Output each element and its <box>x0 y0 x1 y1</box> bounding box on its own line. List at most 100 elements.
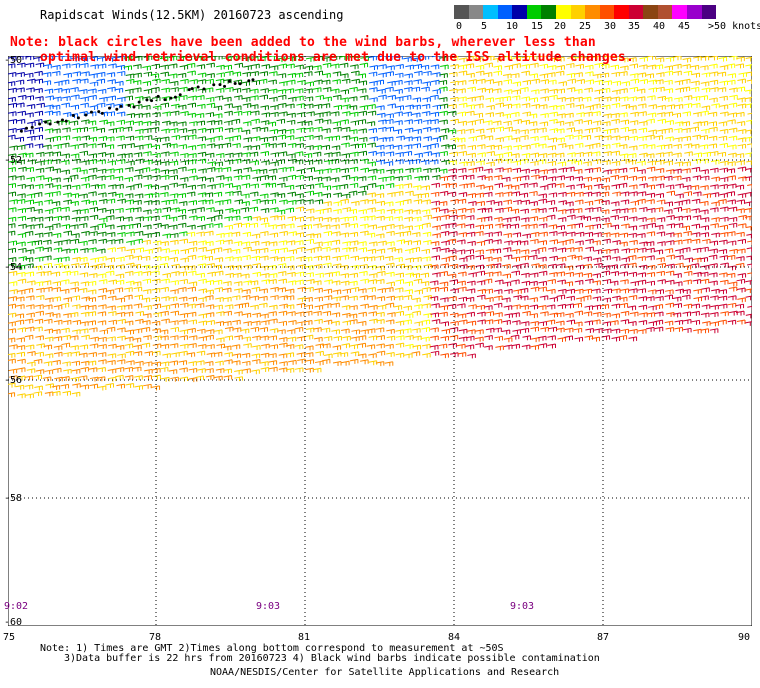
wind-barb <box>178 128 188 134</box>
wind-barb <box>177 72 187 78</box>
wind-barb <box>206 352 216 358</box>
wind-barb <box>700 312 710 318</box>
wind-barb <box>340 280 350 286</box>
wind-barb <box>97 88 107 94</box>
wind-barb <box>657 262 666 268</box>
wind-barb <box>349 295 358 301</box>
wind-barb <box>62 56 72 60</box>
wind-barb <box>51 159 61 165</box>
wind-barb <box>729 310 738 316</box>
footer-note-2: 3)Data buffer is 22 hrs from 20160723 4)… <box>64 653 600 664</box>
wind-barb <box>386 295 395 301</box>
wind-barb <box>142 209 152 215</box>
wind-barb <box>232 190 242 196</box>
wind-barb <box>627 128 637 134</box>
wind-barb <box>403 319 412 325</box>
wind-barb <box>251 286 261 292</box>
wind-barb <box>303 320 313 326</box>
wind-barb <box>619 215 629 221</box>
wind-barb <box>735 63 745 69</box>
wind-barb <box>233 256 242 262</box>
wind-barb <box>530 89 540 95</box>
wind-barb <box>249 88 259 94</box>
wind-barb <box>340 295 349 301</box>
wind-barb <box>8 63 16 69</box>
wind-barb <box>431 207 440 213</box>
wind-barb <box>449 96 459 102</box>
wind-barb <box>133 72 142 78</box>
wind-barb <box>530 152 539 158</box>
wind-barb <box>728 127 738 133</box>
wind-barb <box>124 176 133 182</box>
wind-barb <box>305 56 315 62</box>
wind-barb <box>305 233 315 239</box>
wind-barb <box>681 176 691 182</box>
wind-barb <box>423 70 432 76</box>
wind-barb <box>610 270 619 276</box>
wind-barb <box>133 328 143 334</box>
wind-barb <box>396 135 405 141</box>
wind-barb <box>438 200 448 206</box>
wind-barb <box>574 279 584 285</box>
wind-barb <box>97 359 107 365</box>
wind-barb <box>162 233 171 239</box>
wind-barb <box>71 63 80 69</box>
wind-barb <box>494 279 504 285</box>
wind-barb <box>105 382 115 388</box>
wind-barb <box>61 248 71 254</box>
wind-barb <box>630 200 639 206</box>
wind-barb <box>432 246 441 252</box>
wind-barb <box>151 86 160 92</box>
wind-barb <box>269 366 278 372</box>
wind-barb <box>414 224 423 230</box>
wind-barb <box>656 217 666 223</box>
wind-barb <box>484 238 493 244</box>
wind-barb <box>593 249 603 255</box>
wind-barb <box>359 295 369 301</box>
wind-barb <box>198 313 207 319</box>
wind-barb <box>297 120 306 126</box>
wind-barb <box>681 127 691 133</box>
wind-barb <box>25 271 35 277</box>
wind-barb <box>223 120 233 126</box>
wind-barb <box>440 321 449 327</box>
wind-barb <box>359 105 369 111</box>
wind-barb <box>384 160 394 166</box>
wind-barb <box>619 208 629 214</box>
wind-barb <box>511 279 520 285</box>
wind-barb <box>88 272 98 278</box>
wind-barb <box>664 294 673 300</box>
wind-barb <box>483 278 493 284</box>
wind-barb <box>143 374 152 380</box>
wind-barb <box>331 224 340 230</box>
wind-barb <box>89 81 99 87</box>
wind-barb <box>8 328 17 334</box>
wind-barb <box>44 128 54 134</box>
wind-barb <box>513 119 522 125</box>
wind-barb <box>718 239 728 245</box>
wind-barb <box>540 96 549 102</box>
wind-barb <box>538 270 548 276</box>
legend-label: 10 <box>506 21 519 32</box>
wind-barb <box>285 295 295 301</box>
wind-barb <box>691 72 701 78</box>
wind-barb <box>737 223 747 229</box>
wind-barb <box>52 232 62 238</box>
wind-barb <box>709 328 719 334</box>
wind-barb <box>16 62 26 68</box>
wind-barb <box>8 257 17 263</box>
wind-barb <box>655 159 665 165</box>
wind-barb <box>341 304 351 310</box>
wind-barb <box>737 192 747 198</box>
wind-barb <box>735 256 745 262</box>
wind-barb <box>72 71 81 77</box>
wind-barb <box>187 327 196 333</box>
wind-barb <box>537 264 547 270</box>
wind-barb <box>79 78 89 84</box>
wind-barb <box>278 367 288 373</box>
wind-barb <box>125 280 135 286</box>
wind-barb <box>656 199 666 205</box>
wind-barb <box>331 56 341 60</box>
wind-barb <box>719 255 729 261</box>
wind-barb <box>591 127 601 133</box>
